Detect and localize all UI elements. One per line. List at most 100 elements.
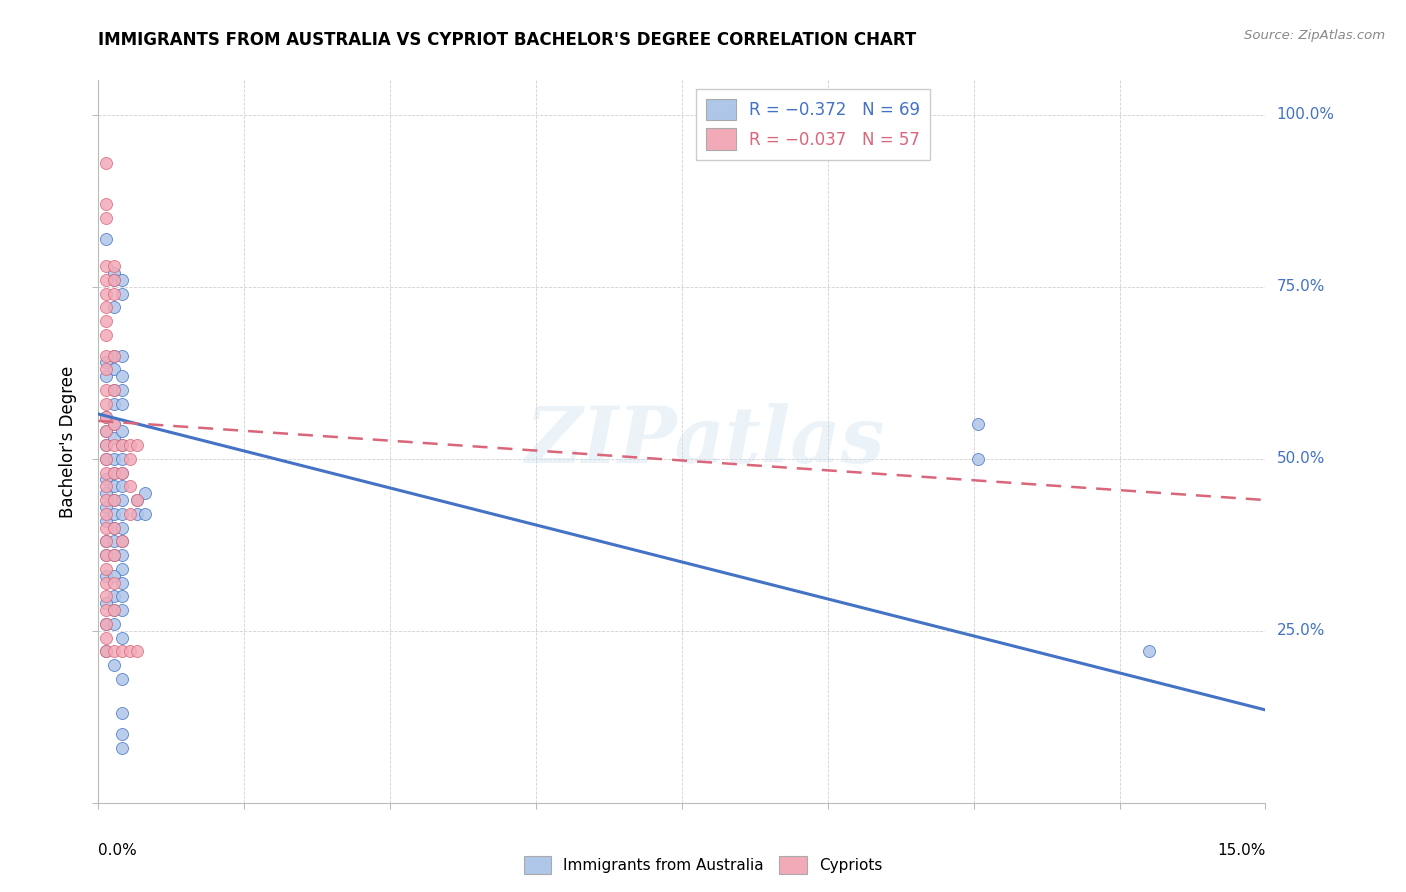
Point: [127, 493, 149, 508]
Point: [96, 327, 118, 342]
Point: [118, 479, 141, 493]
Point: [103, 349, 125, 363]
Point: [96, 438, 118, 452]
Point: [103, 493, 125, 508]
Point: [96, 520, 118, 534]
Point: [103, 349, 125, 363]
Point: [118, 507, 141, 521]
Point: [96, 596, 118, 610]
Point: [103, 548, 125, 562]
Point: [103, 466, 125, 480]
Point: [96, 644, 118, 658]
Point: [127, 438, 149, 452]
Point: [111, 534, 134, 549]
Point: [96, 397, 118, 411]
Point: [111, 493, 134, 508]
Point: [118, 451, 141, 466]
Point: [96, 616, 118, 631]
Point: [966, 451, 988, 466]
Point: [96, 479, 118, 493]
Point: [134, 507, 156, 521]
Point: [103, 362, 125, 376]
Point: [127, 507, 149, 521]
Point: [96, 631, 118, 645]
Point: [111, 507, 134, 521]
Point: [96, 590, 118, 604]
Point: [96, 362, 118, 376]
Point: [111, 590, 134, 604]
Point: [103, 658, 125, 673]
Point: [96, 507, 118, 521]
Text: 75.0%: 75.0%: [1277, 279, 1324, 294]
Point: [103, 451, 125, 466]
Point: [111, 548, 134, 562]
Point: [118, 438, 141, 452]
Point: [134, 486, 156, 500]
Point: [111, 479, 134, 493]
Point: [96, 486, 118, 500]
Point: [103, 548, 125, 562]
Point: [103, 616, 125, 631]
Point: [103, 493, 125, 508]
Point: [96, 616, 118, 631]
Point: [103, 286, 125, 301]
Point: [111, 740, 134, 755]
Point: [96, 548, 118, 562]
Point: [103, 383, 125, 397]
Point: [96, 575, 118, 590]
Point: [96, 197, 118, 211]
Point: [111, 438, 134, 452]
Point: [96, 355, 118, 369]
Point: [111, 603, 134, 617]
Text: 15.0%: 15.0%: [1218, 843, 1265, 857]
Point: [96, 211, 118, 225]
Point: [96, 466, 118, 480]
Point: [103, 603, 125, 617]
Point: [103, 397, 125, 411]
Point: [96, 500, 118, 514]
Point: [103, 644, 125, 658]
Point: [103, 479, 125, 493]
Point: [111, 438, 134, 452]
Point: [96, 514, 118, 528]
Point: [103, 431, 125, 445]
Point: [118, 644, 141, 658]
Point: [103, 534, 125, 549]
Point: [103, 417, 125, 432]
Point: [103, 383, 125, 397]
Point: [96, 383, 118, 397]
Point: [96, 493, 118, 508]
Text: 50.0%: 50.0%: [1277, 451, 1324, 467]
Point: [111, 534, 134, 549]
Point: [966, 417, 988, 432]
Point: [103, 520, 125, 534]
Point: [111, 727, 134, 741]
Point: [103, 568, 125, 582]
Point: [96, 568, 118, 582]
Point: [111, 369, 134, 384]
Point: [96, 438, 118, 452]
Point: [103, 266, 125, 280]
Point: [96, 259, 118, 273]
Point: [111, 562, 134, 576]
Point: [103, 273, 125, 287]
Point: [96, 410, 118, 425]
Legend: R = −0.372   N = 69, R = −0.037   N = 57: R = −0.372 N = 69, R = −0.037 N = 57: [696, 88, 931, 160]
Point: [96, 349, 118, 363]
Point: [103, 603, 125, 617]
Point: [103, 301, 125, 315]
Point: [111, 644, 134, 658]
Point: [96, 603, 118, 617]
Point: [96, 301, 118, 315]
Point: [96, 534, 118, 549]
Point: [96, 314, 118, 328]
Point: [96, 424, 118, 438]
Point: [96, 231, 118, 245]
Point: [111, 575, 134, 590]
Point: [111, 383, 134, 397]
Point: [103, 590, 125, 604]
Point: [111, 672, 134, 686]
Point: [103, 466, 125, 480]
Point: [127, 644, 149, 658]
Point: [103, 507, 125, 521]
